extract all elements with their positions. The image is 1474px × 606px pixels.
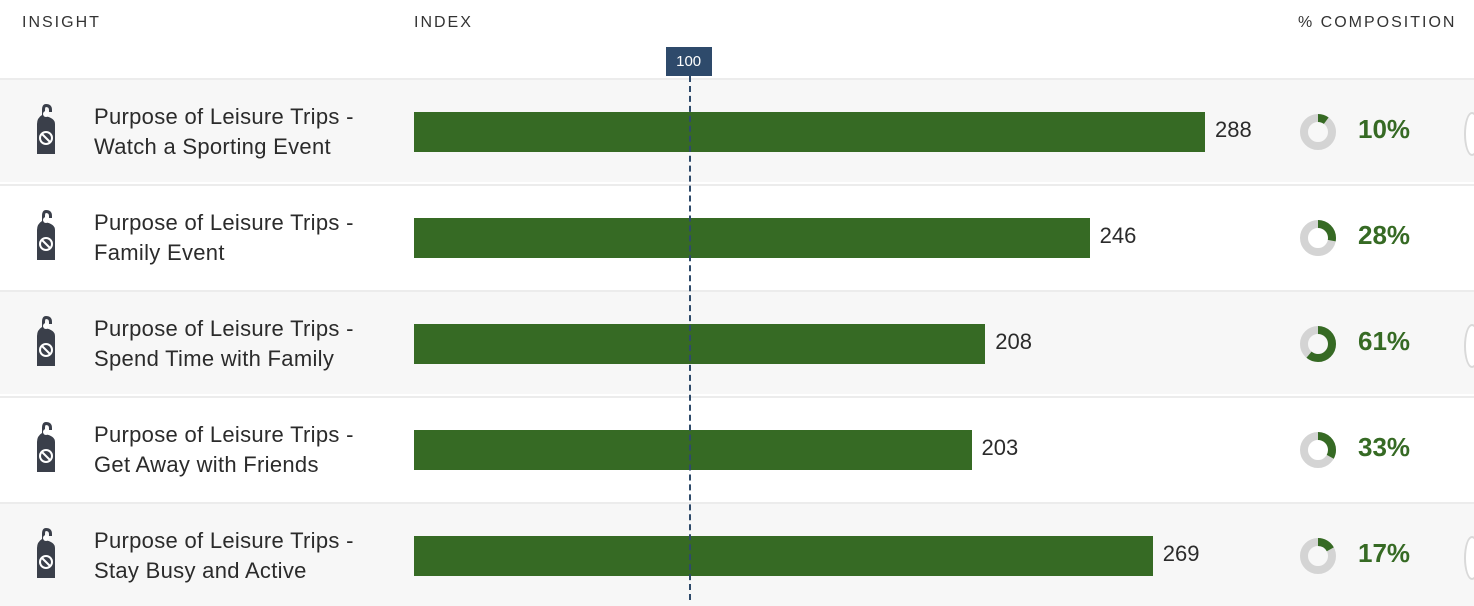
door-hanger-icon xyxy=(37,316,55,366)
composition-percent: 28% xyxy=(1358,220,1411,250)
door-hanger-icon xyxy=(37,528,55,578)
composition-donut xyxy=(1300,114,1336,150)
insight-row[interactable]: Purpose of Leisure Trips - Get Away with … xyxy=(0,396,1474,500)
insight-label-line2: Stay Busy and Active xyxy=(94,558,307,583)
door-hanger-icon xyxy=(37,104,55,154)
insight-row[interactable]: Purpose of Leisure Trips - Spend Time wit… xyxy=(0,290,1474,394)
insight-row[interactable]: Purpose of Leisure Trips - Stay Busy and … xyxy=(0,502,1474,606)
insight-label-line2: Family Event xyxy=(94,240,225,265)
insight-label-line2: Watch a Sporting Event xyxy=(94,134,331,159)
index-bar[interactable] xyxy=(414,324,986,364)
row-edge-handle xyxy=(1464,324,1474,368)
donut-slice xyxy=(1300,432,1336,468)
row-edge-handle xyxy=(1464,112,1474,156)
row-edge-handle xyxy=(1464,536,1474,580)
composition-percent: 61% xyxy=(1358,326,1411,356)
insight-label-line1: Purpose of Leisure Trips - xyxy=(94,422,354,447)
index-value: 208 xyxy=(995,329,1032,354)
reference-badge: 100 xyxy=(665,47,712,76)
door-hanger-icon xyxy=(37,422,55,472)
index-column-header: INDEX xyxy=(414,14,473,31)
composition-donut xyxy=(1300,220,1336,256)
donut-slice xyxy=(1300,220,1336,256)
index-value: 269 xyxy=(1162,541,1200,566)
insight-label-line1: Purpose of Leisure Trips - xyxy=(94,316,354,341)
donut-slice xyxy=(1300,326,1336,362)
reference-line xyxy=(688,76,691,600)
composition-donut xyxy=(1300,538,1336,574)
insight-label-line1: Purpose of Leisure Trips - xyxy=(94,528,354,553)
insight-label: Purpose of Leisure Trips - Family Event xyxy=(94,208,394,268)
index-bar[interactable] xyxy=(414,112,1205,152)
insight-label: Purpose of Leisure Trips - Stay Busy and … xyxy=(94,526,394,586)
composition-percent: 17% xyxy=(1358,538,1411,568)
composition-percent: 33% xyxy=(1358,432,1411,462)
insight-label-line1: Purpose of Leisure Trips - xyxy=(94,104,354,129)
insight-row[interactable]: Purpose of Leisure Trips - Watch a Sporti… xyxy=(0,78,1474,182)
insight-label: Purpose of Leisure Trips - Spend Time wit… xyxy=(94,314,394,374)
composition-donut xyxy=(1300,326,1336,362)
insight-label: Purpose of Leisure Trips - Watch a Sporti… xyxy=(94,102,394,162)
composition-donut xyxy=(1300,432,1336,468)
insight-label-line2: Spend Time with Family xyxy=(94,346,335,371)
index-value: 246 xyxy=(1099,223,1137,248)
insight-label: Purpose of Leisure Trips - Get Away with … xyxy=(94,420,394,480)
index-value: 203 xyxy=(981,435,1019,460)
donut-slice xyxy=(1300,114,1336,150)
composition-percent: 10% xyxy=(1358,114,1411,144)
donut-slice xyxy=(1300,538,1336,574)
index-bar[interactable] xyxy=(414,536,1153,576)
insight-label-line2: Get Away with Friends xyxy=(94,452,319,477)
index-bar[interactable] xyxy=(414,430,972,470)
insight-label-line1: Purpose of Leisure Trips - xyxy=(94,210,354,235)
donut-track xyxy=(1300,114,1336,150)
index-value: 288 xyxy=(1214,117,1252,142)
insight-column-header: INSIGHT xyxy=(22,14,101,31)
index-bar[interactable] xyxy=(414,218,1090,258)
door-hanger-icon xyxy=(37,210,55,260)
composition-column-header: % COMPOSITION xyxy=(1298,14,1457,31)
insight-row[interactable]: Purpose of Leisure Trips - Family Event 24… xyxy=(0,184,1474,288)
